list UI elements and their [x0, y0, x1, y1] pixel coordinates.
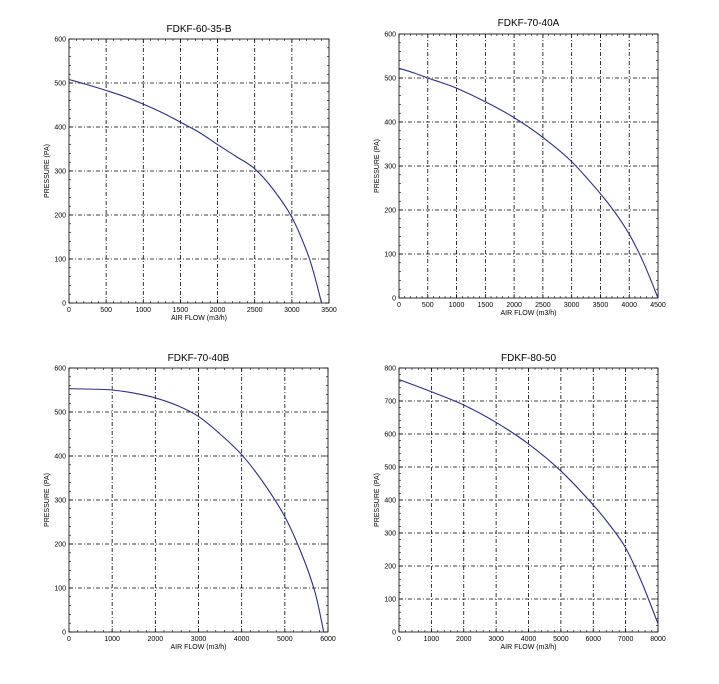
- x-tick-label: 3500: [593, 302, 609, 309]
- y-tick-label: 600: [384, 32, 396, 39]
- x-tick-label: 6000: [320, 636, 336, 643]
- y-tick-label: 800: [384, 366, 396, 373]
- x-axis-label: AIR FLOW (m3/h): [171, 315, 227, 322]
- x-tick-label: 1000: [424, 636, 440, 643]
- chart-title: FDKF-70-40A: [498, 18, 560, 29]
- chart-fdkf-70-40a: FDKF-70-40A 0 500 1000 1500 2000 2500 3000 3500 4…: [359, 0, 719, 343]
- y-tick-label: 300: [384, 531, 396, 538]
- x-tick-label: 3000: [488, 636, 504, 643]
- y-axis-label: PRESSURE (PA): [44, 144, 51, 198]
- y-tick-label: 0: [392, 630, 396, 637]
- x-tick-label: 4000: [521, 636, 537, 643]
- chart-fdkf-80-50: FDKF-80-50 0 1000 2000 3000 4000 5000 6000 7000 8…: [359, 343, 719, 684]
- x-tick-label: 3000: [564, 302, 580, 309]
- x-tick-label: 1000: [449, 302, 465, 309]
- x-tick-label: 1000: [104, 636, 120, 643]
- y-axis-label: PRESSURE (PA): [374, 473, 381, 527]
- x-tick-label: 8000: [650, 636, 666, 643]
- x-tick-label: 3000: [191, 636, 207, 643]
- x-tick-label: 3000: [284, 307, 300, 314]
- fan-curve-line: [68, 78, 323, 304]
- y-tick-label: 100: [54, 586, 66, 593]
- x-tick-label: 0: [397, 636, 401, 643]
- y-tick-label: 100: [54, 257, 66, 264]
- fan-curve-line: [398, 67, 659, 299]
- chart-svg: FDKF-70-40B 0 1000 2000 3000 4000 5000 6000 0 100…: [44, 353, 336, 651]
- y-tick-label: 300: [384, 164, 396, 171]
- y-tick-label: 300: [54, 498, 66, 505]
- chart-title: FDKF-60-35-B: [166, 24, 231, 35]
- y-tick-label: 600: [54, 37, 66, 44]
- x-tick-label: 500: [100, 307, 112, 314]
- plot-frame: [398, 367, 659, 633]
- x-tick-label: 4000: [621, 302, 637, 309]
- y-tick-label: 100: [384, 597, 396, 604]
- x-tick-label: 3500: [321, 307, 337, 314]
- y-tick-label: 200: [54, 213, 66, 220]
- x-tick-label: 2500: [535, 302, 551, 309]
- x-tick-label: 500: [422, 302, 434, 309]
- chart-title: FDKF-70-40B: [168, 353, 230, 364]
- y-tick-label: 600: [54, 366, 66, 373]
- x-axis-label: AIR FLOW (m3/h): [500, 310, 556, 317]
- chart-fdkf-70-40b: FDKF-70-40B 0 1000 2000 3000 4000 5000 6000 0 100…: [0, 343, 359, 684]
- y-axis-label: PRESSURE (PA): [44, 473, 51, 527]
- x-tick-label: 2000: [506, 302, 522, 309]
- x-tick-label: 2000: [210, 307, 226, 314]
- y-tick-label: 0: [392, 296, 396, 303]
- y-tick-label: 600: [384, 432, 396, 439]
- fan-curve-line: [398, 379, 659, 624]
- plot-frame: [68, 367, 329, 633]
- chart-fdkf-60-35-b: FDKF-60-35-B 0 500 1000 1500 2000 2500 3000 3500…: [0, 0, 359, 343]
- x-axis-label: AIR FLOW (m3/h): [170, 644, 226, 651]
- x-tick-label: 1500: [478, 302, 494, 309]
- x-tick-label: 1000: [135, 307, 151, 314]
- y-tick-label: 200: [54, 542, 66, 549]
- fan-curve-line: [68, 388, 325, 633]
- x-tick-label: 5000: [553, 636, 569, 643]
- x-tick-label: 4500: [650, 302, 666, 309]
- x-tick-label: 7000: [618, 636, 634, 643]
- y-tick-label: 0: [62, 630, 66, 637]
- x-tick-label: 6000: [585, 636, 601, 643]
- y-tick-label: 500: [54, 410, 66, 417]
- x-tick-label: 0: [67, 307, 71, 314]
- y-tick-label: 500: [384, 76, 396, 83]
- chart-svg: FDKF-60-35-B0 500 1000 1500 2000 2500 3000 3500…: [44, 24, 337, 322]
- chart-title: FDKF-80-50: [501, 353, 556, 364]
- x-axis-label: AIR FLOW (m3/h): [500, 644, 556, 651]
- plot-frame: [398, 33, 659, 299]
- x-tick-label: 0: [67, 636, 71, 643]
- y-tick-label: 500: [54, 81, 66, 88]
- x-tick-label: 2500: [247, 307, 263, 314]
- y-tick-label: 400: [384, 498, 396, 505]
- x-tick-label: 2000: [456, 636, 472, 643]
- x-tick-label: 0: [397, 302, 401, 309]
- y-axis-label: PRESSURE (PA): [374, 139, 381, 193]
- y-tick-label: 0: [62, 301, 66, 308]
- y-tick-label: 300: [54, 169, 66, 176]
- chart-svg: FDKF-80-500 1000 2000 3000 4000 5000 6000 7000 8…: [374, 353, 666, 651]
- x-tick-label: 1500: [173, 307, 189, 314]
- x-tick-label: 5000: [277, 636, 293, 643]
- y-tick-label: 400: [384, 120, 396, 127]
- y-tick-label: 400: [54, 125, 66, 132]
- y-tick-label: 200: [384, 564, 396, 571]
- plot-frame: [68, 38, 330, 304]
- y-tick-label: 100: [384, 252, 396, 259]
- x-tick-label: 4000: [234, 636, 250, 643]
- x-tick-label: 2000: [148, 636, 164, 643]
- y-tick-label: 400: [54, 454, 66, 461]
- y-tick-label: 200: [384, 208, 396, 215]
- y-tick-label: 500: [384, 465, 396, 472]
- y-tick-label: 700: [384, 399, 396, 406]
